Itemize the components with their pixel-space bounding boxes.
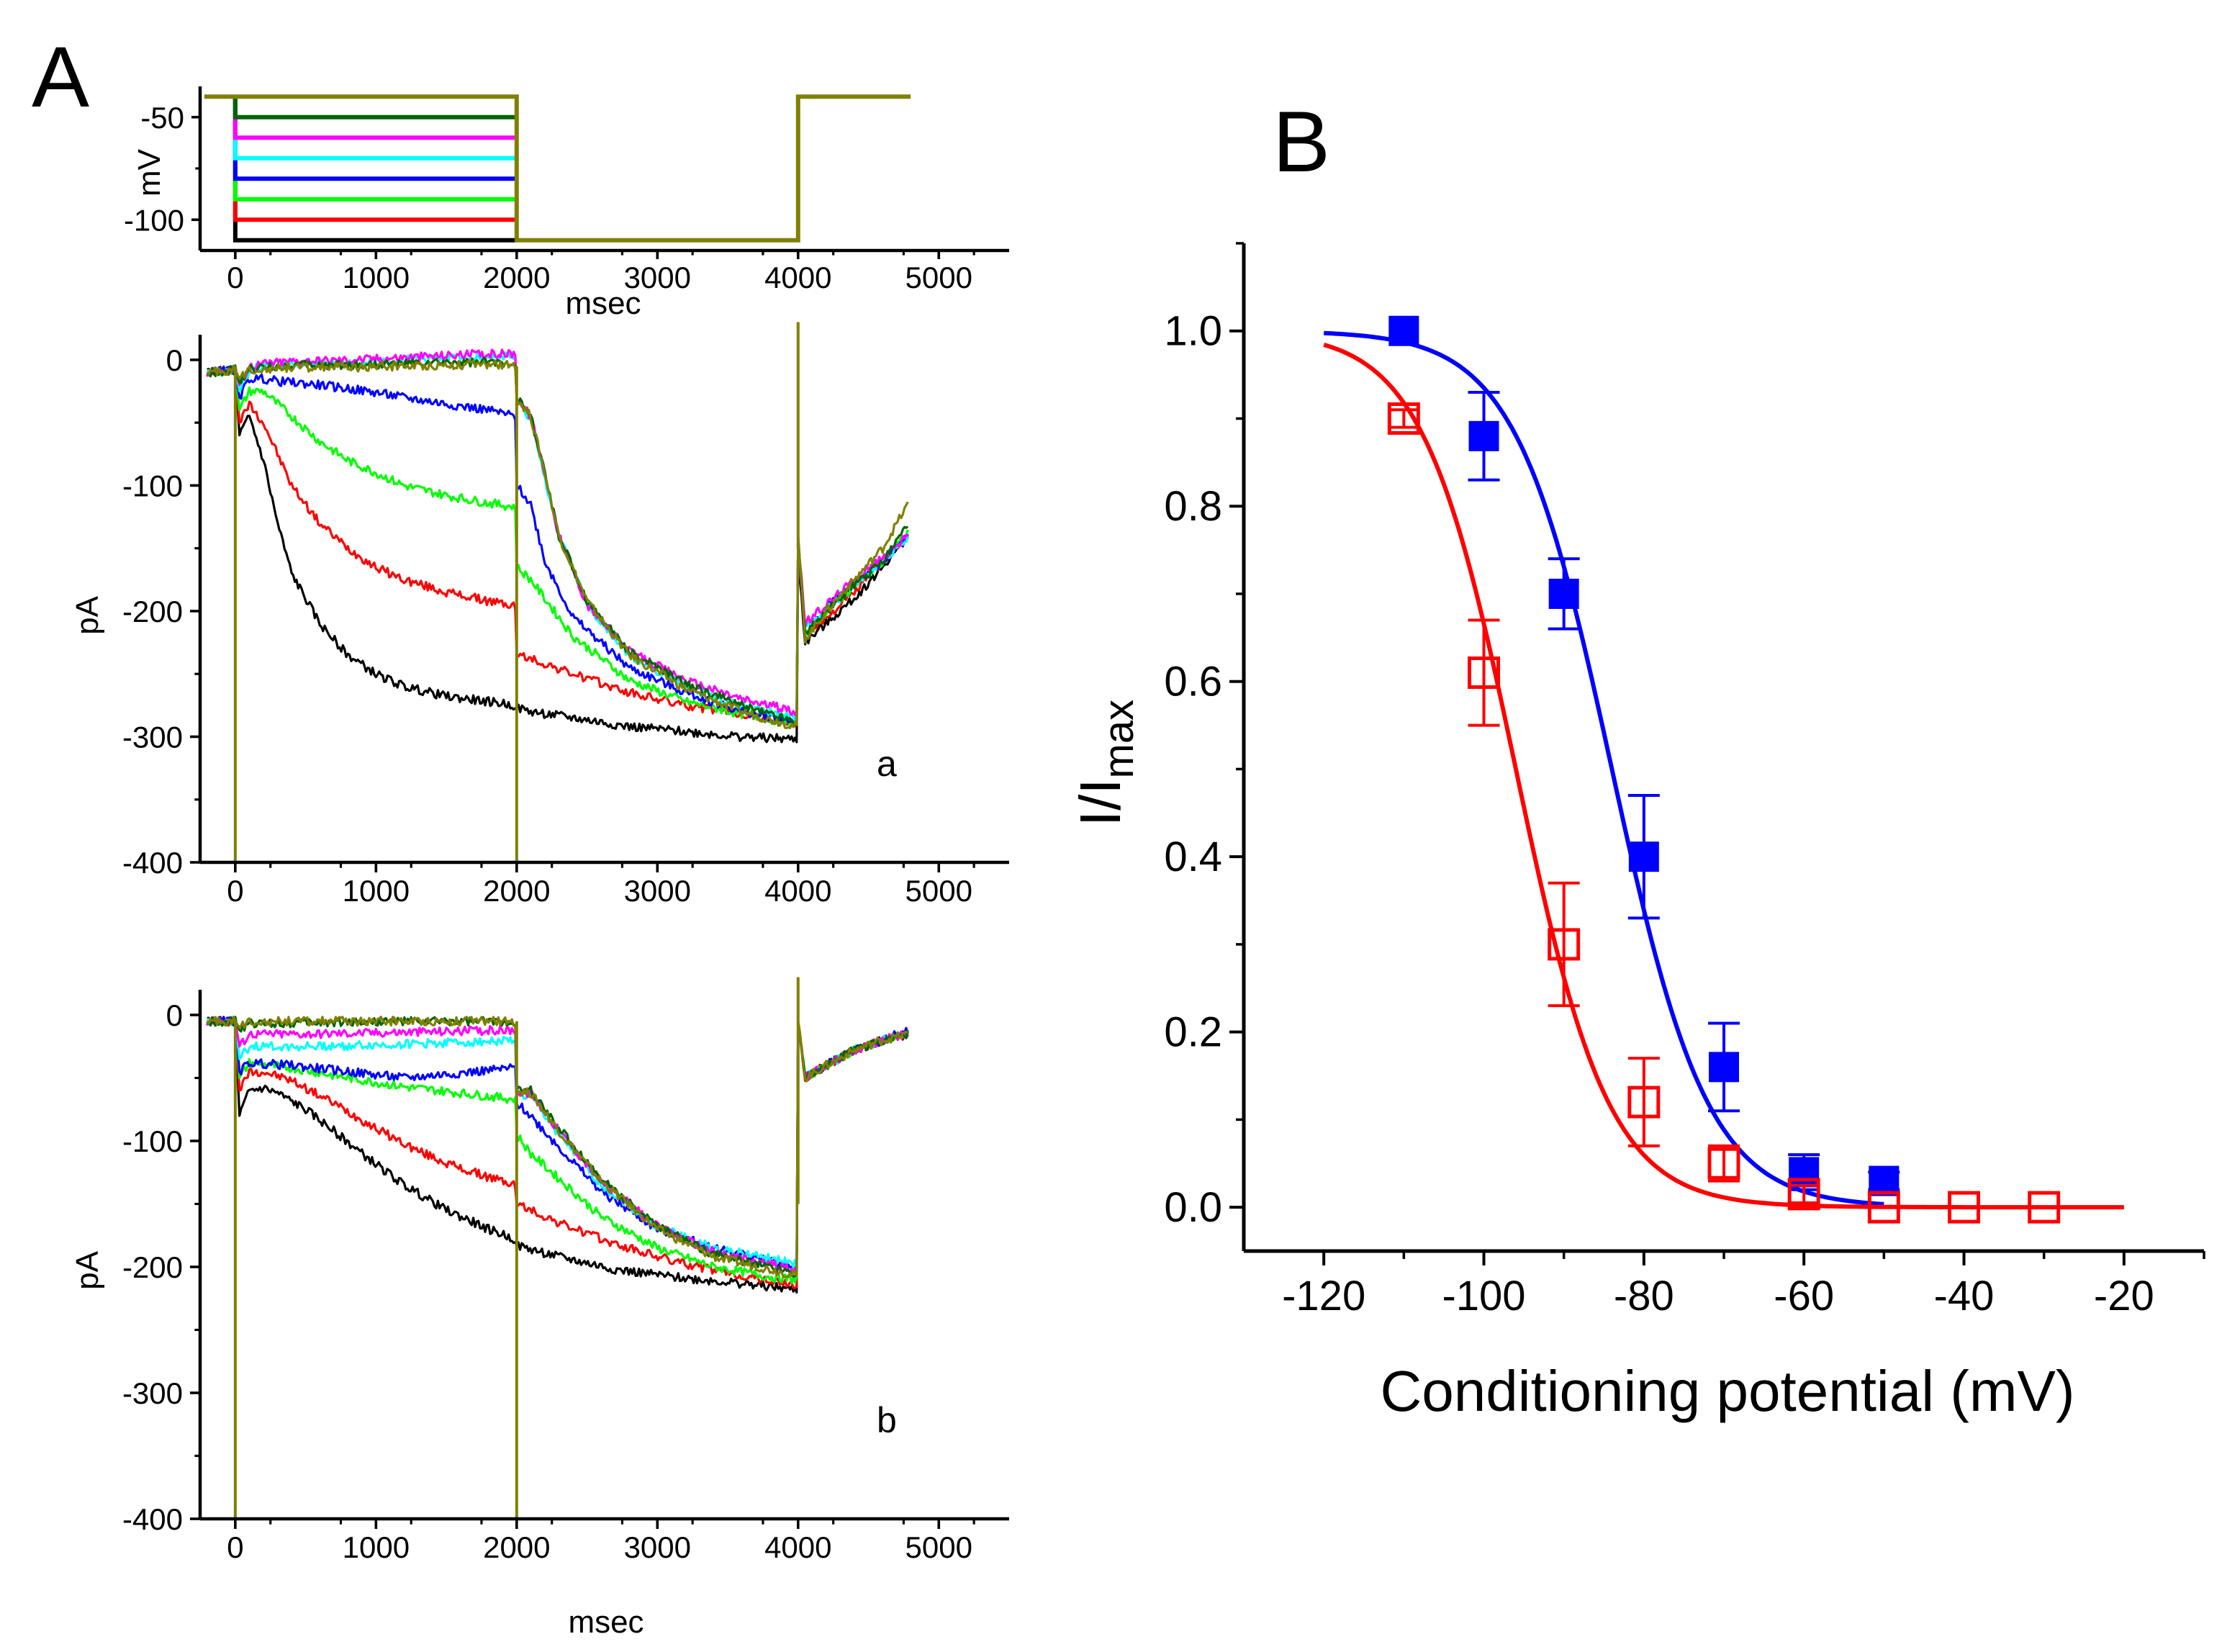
inactivation-point-filled [1789, 1157, 1820, 1188]
trace_a-y-tick-label: -300 [122, 720, 183, 754]
trace_b-y-tick-label: -100 [122, 1124, 183, 1158]
trace_a-x-tick-label: 3000 [624, 874, 691, 908]
trace_b-trace--40mv [206, 1016, 908, 1278]
protocol-y-tick-label: -50 [140, 101, 184, 135]
inactivation-y-tick-label: 0.0 [1164, 1184, 1222, 1231]
b-y-label-main: I/I [1068, 778, 1132, 826]
inactivation-point-open [1948, 1191, 1980, 1224]
inactivation-point-filled [1388, 315, 1419, 346]
trace_a-trace--40mv [206, 359, 909, 729]
protocol-y-label: mV [132, 148, 167, 197]
trace-b-x-label: msec [568, 1604, 643, 1640]
protocol-x-tick-label: 5000 [905, 261, 972, 294]
inactivation-point-filled [1869, 1165, 1900, 1196]
inactivation-plot: -120 -100 -80 -60 -40 -20 0.0 0.2 0.4 0.6 0.8 1.0 [1164, 242, 2205, 1319]
trace_a-trace--110mv [207, 366, 909, 744]
inactivation-point-open [1627, 1085, 1661, 1119]
inactivation-x-tick-label: -100 [1442, 1273, 1525, 1319]
inactivation-x-tick-label: -80 [1614, 1273, 1674, 1319]
inactivation-y-tick-label: 0.8 [1164, 483, 1222, 530]
trace-b-plot: 0 1000 2000 3000 4000 5000 0 -100 -200 -300 -400 [122, 977, 1009, 1564]
inactivation-x-tick-label: -20 [2094, 1273, 2154, 1319]
trace_a-y-tick-label: 0 [166, 343, 183, 377]
protocol-x-tick-label: 0 [227, 261, 243, 294]
protocol-step--70mv [232, 96, 517, 161]
inactivation-x-tick-label: -40 [1934, 1273, 1995, 1319]
inactivation-y-tick-label: 1.0 [1164, 308, 1222, 355]
trace_b-x-tick-label: 4000 [764, 1530, 831, 1564]
trace-a-plot: 0 1000 2000 3000 4000 5000 0 -100 -200 -300 -400 [122, 322, 1009, 908]
trace_b-x-tick-label: 1000 [343, 1530, 410, 1564]
trace-b-annotation: b [877, 1400, 897, 1440]
trace_a-trace--100mv [206, 366, 909, 728]
inactivation-point-open [1548, 928, 1581, 961]
trace_a-x-tick-label: 0 [227, 874, 243, 908]
trace_a-y-tick-label: -200 [122, 595, 183, 628]
protocol-plot: 0 1000 2000 3000 4000 5000 -50 -100 [124, 86, 1009, 294]
protocol-step--40mv [204, 94, 911, 243]
inactivation-point-open [2028, 1191, 2061, 1224]
trace_b-x-tick-label: 5000 [905, 1530, 972, 1564]
trace_a-y-tick-label: -400 [122, 846, 183, 880]
protocol-x-tick-label: 4000 [764, 261, 831, 294]
trace_b-trace--70mv [206, 1016, 909, 1269]
inactivation-point-open [1787, 1178, 1820, 1211]
trace_a-y-tick-label: -100 [122, 469, 183, 502]
trace-b-y-label: pA [70, 1250, 105, 1289]
inactivation-point-open [1468, 656, 1500, 690]
trace-a-y-label: pA [70, 595, 105, 634]
inactivation-point-filled [1548, 578, 1579, 609]
b-y-label-sub: max [1096, 700, 1142, 779]
inactivation-point-filled [1468, 420, 1499, 451]
protocol-x-tick-label: 2000 [483, 261, 550, 294]
trace_b-x-tick-label: 0 [227, 1530, 243, 1564]
inactivation-y-tick-label: 0.2 [1164, 1009, 1222, 1056]
inactivation-x-tick-label: -60 [1774, 1273, 1834, 1319]
protocol-x-tick-label: 3000 [624, 261, 691, 294]
trace_b-trace--110mv [207, 1016, 909, 1294]
panel-label-a: A [32, 29, 89, 125]
trace_b-x-tick-label: 3000 [624, 1530, 691, 1564]
trace_a-x-tick-label: 2000 [483, 874, 550, 908]
trace_b-y-tick-label: 0 [166, 998, 183, 1032]
trace_a-x-tick-label: 4000 [764, 874, 831, 908]
trace_b-y-tick-label: -300 [122, 1376, 183, 1410]
inactivation-point-open [1867, 1191, 1900, 1224]
protocol-y-tick-label: -100 [124, 203, 184, 237]
protocol-x-tick-label: 1000 [343, 261, 410, 294]
inactivation-y-tick-label: 0.4 [1164, 834, 1222, 880]
trace_b-y-tick-label: -400 [122, 1502, 183, 1536]
inactivation-point-filled [1709, 1052, 1739, 1083]
protocol-step--50mv [232, 96, 517, 119]
trace_b-y-tick-label: -200 [122, 1250, 183, 1284]
b-y-label: I/Imax [1068, 700, 1142, 826]
inactivation-point-filled [1628, 841, 1659, 872]
inactivation-fit-blue [1324, 330, 1884, 1206]
trace_b-trace--100mv [206, 1016, 909, 1289]
inactivation-point-open [1707, 1147, 1740, 1180]
trace-a-annotation: a [877, 744, 897, 784]
panel-label-b: B [1273, 94, 1330, 190]
trace_b-trace--90mv [206, 1016, 909, 1284]
inactivation-x-tick-label: -120 [1282, 1273, 1365, 1319]
inactivation-y-tick-label: 0.6 [1164, 659, 1222, 705]
trace_a-x-tick-label: 5000 [905, 874, 972, 908]
trace_a-x-tick-label: 1000 [343, 874, 410, 908]
protocol-step--90mv [232, 96, 517, 202]
inactivation-fit-red [1323, 343, 2124, 1210]
protocol-x-label: msec [565, 286, 641, 321]
b-x-label: Conditioning potential (mV) [1381, 1359, 2075, 1423]
inactivation-point-open [1387, 402, 1420, 435]
trace_b-x-tick-label: 2000 [483, 1530, 550, 1564]
